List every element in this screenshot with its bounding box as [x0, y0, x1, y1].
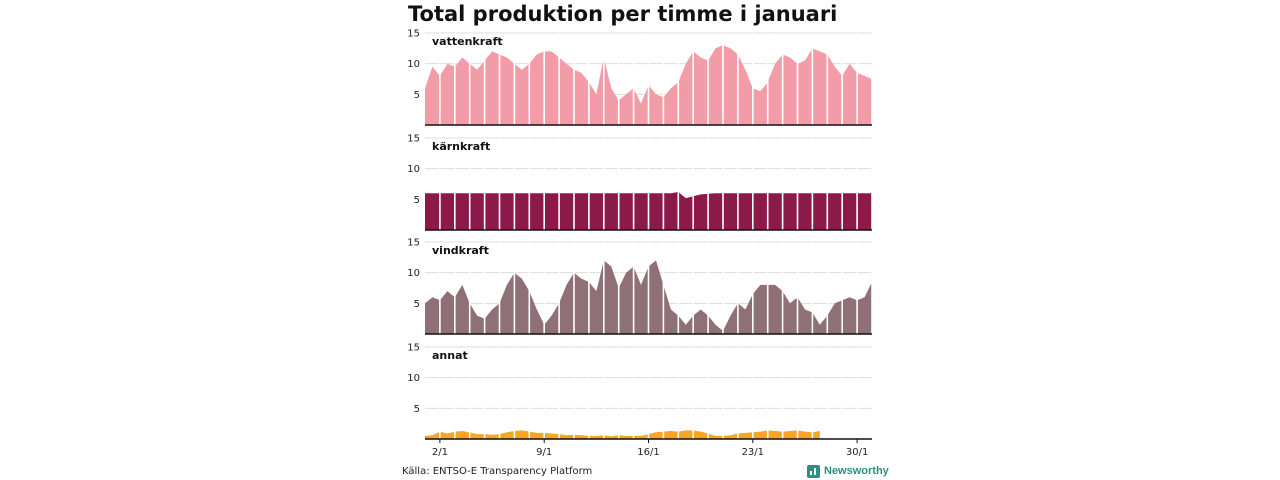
- panel-label: vindkraft: [432, 244, 489, 257]
- panel-label: kärnkraft: [432, 140, 490, 153]
- y-tick-label: 5: [414, 90, 420, 101]
- panel-vindkraft: 5 10 15 vindkraft: [407, 238, 873, 335]
- y-tick-label: 5: [414, 299, 420, 310]
- panel-label: vattenkraft: [432, 35, 503, 48]
- y-tick-label: 5: [414, 195, 420, 206]
- x-tick-label: 16/1: [637, 447, 659, 458]
- y-tick-label: 10: [407, 59, 420, 70]
- x-axis: 2/1 9/1 16/1 23/1 30/1: [432, 439, 868, 458]
- x-tick-label: 9/1: [536, 447, 552, 458]
- source-note: Källa: ENTSO-E Transparency Platform: [402, 466, 593, 477]
- panel-label: annat: [432, 349, 468, 362]
- newsworthy-logo-icon: [807, 464, 820, 478]
- chart-title: Total produktion per timme i januari: [408, 2, 838, 26]
- panel-annat: 5 10 15 annat: [407, 343, 873, 440]
- panel-kärnkraft: 5 10 15 kärnkraft: [407, 134, 873, 231]
- x-tick-label: 23/1: [742, 447, 764, 458]
- y-tick-label: 10: [407, 373, 420, 384]
- x-tick-label: 30/1: [846, 447, 868, 458]
- x-tick-label: 2/1: [432, 447, 448, 458]
- y-tick-label: 15: [407, 29, 420, 40]
- y-tick-label: 10: [407, 268, 420, 279]
- y-tick-label: 15: [407, 238, 420, 249]
- brand-name: Newsworthy: [824, 465, 889, 477]
- y-tick-label: 5: [414, 404, 420, 415]
- brand-logo: Newsworthy: [807, 463, 889, 479]
- y-tick-label: 10: [407, 164, 420, 175]
- y-tick-label: 15: [407, 343, 420, 354]
- panel-vattenkraft: 5 10 15 vattenkraft: [407, 29, 873, 126]
- chart-panels: 5 10 15 vattenkraft 5 10 15 kärnkraft 5 10 15 vindk…: [407, 29, 873, 440]
- area-annat: [425, 430, 820, 439]
- y-tick-label: 15: [407, 134, 420, 145]
